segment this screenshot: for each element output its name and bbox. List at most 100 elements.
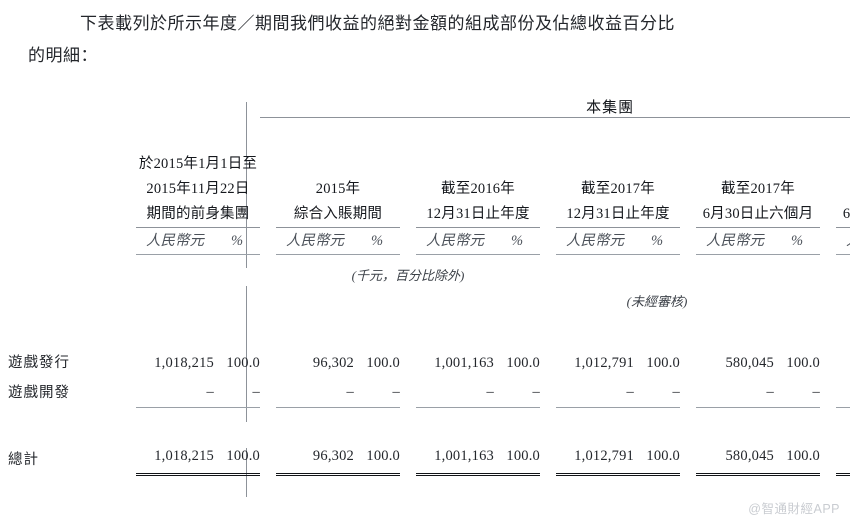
unit-amount-predecessor-2015: 人民幣元 [136,227,214,255]
unit-percent-fy2016: % [494,227,540,255]
row-label-game-publishing: 遊戲發行 [8,355,70,371]
units-note-trailing [540,263,850,289]
col-gap [540,442,556,475]
unaudited-note-trailing [774,289,850,315]
cell-total-percent: 100.0 [774,442,820,476]
col-gap [400,378,416,408]
col-gap [820,349,836,378]
col-header-fy2017: 截至2017年 12月31日止年度 [556,152,680,228]
col-header-line: 2015年11月22日 [146,181,250,197]
spacer-cell [8,255,850,264]
cell-total-amount: 1,001,163 [416,442,494,476]
spacer-cell [8,408,850,443]
unaudited-note-spacer [8,289,540,315]
cell-amount: 48,916 [836,378,850,408]
cell-percent: – [354,378,400,408]
cell-amount: 1,012,791 [574,355,634,371]
group-header-rule [260,117,850,118]
unit-percent-predecessor-2015: % [214,227,260,255]
cell-total-percent: 100.0 [354,442,400,476]
cell-percent: 100.0 [646,355,680,371]
table-row: 遊戲發行 1,018,215 100.0 96,302 100.0 1,001,… [8,349,850,378]
unaudited-note: (未經審核) [626,294,688,309]
units-note-spacer [8,263,276,289]
revenue-breakdown-table: 本集團 於2015年1月1日至 2015年11月22日 期間的前身集團 2015… [8,96,850,476]
column-titles-row: 於2015年1月1日至 2015年11月22日 期間的前身集團 2015年 綜合… [8,152,850,228]
cell-total-amount: 580,045 [696,442,774,476]
spacer-after-units [8,255,850,264]
col-header-line: 截至2017年 [721,181,795,197]
col-gap [260,152,276,228]
group-header-title: 本集團 [586,100,635,116]
table-row-total: 總計 1,018,215 100.0 96,302 100.0 1,001,16… [8,442,850,476]
intro-line-2: 的明細： [28,46,98,65]
group-header-row: 本集團 [8,96,850,117]
col-gap [680,378,696,408]
row-label-total: 總計 [8,451,39,468]
col-gap [400,228,416,255]
units-note: (千元，百分比除外) [351,268,465,283]
unit-percent-h1-2017: % [774,227,820,255]
cell-amount: 580,045 [725,355,774,371]
col-gap [680,228,696,255]
unit-row: 人民幣元 % 人民幣元 % 人民幣元 % 人民幣元 % 人民幣元 % 人民幣元 … [8,227,850,255]
unit-percent-consolidated-2015: % [354,227,400,255]
spacer-before-data [8,315,850,349]
col-gap [540,378,556,408]
header-spacer-cell [8,118,850,152]
cell-percent: 100.0 [366,355,400,371]
col-gap [260,378,276,408]
col-gap [680,152,696,228]
intro-paragraph: 下表載列於所示年度／期間我們收益的絕對金額的組成部份及佔總收益百分比 的明細： [28,8,828,72]
cell-amount: – [416,378,494,408]
cell-percent: 100.0 [226,355,260,371]
col-gap [820,442,836,475]
group-header-rule-row [8,117,850,118]
financial-table-area: 本集團 於2015年1月1日至 2015年11月22日 期間的前身集團 2015… [0,96,850,523]
col-header-line: 6月30日止六個月 [842,206,850,222]
col-header-line: 期間的前身集團 [146,206,250,222]
col-header-line: 截至2016年 [441,181,515,197]
col-header-fy2016: 截至2016年 12月31日止年度 [416,152,540,228]
cell-total-percent: 100.0 [634,442,680,476]
cell-total-amount: 1,012,791 [556,442,634,476]
unit-percent-fy2017: % [634,227,680,255]
col-header-line: 12月31日止年度 [566,206,670,222]
col-header-line: 於2015年1月1日至 [138,156,258,172]
col-gap [680,442,696,475]
cell-percent: – [774,378,820,408]
cell-percent: 100.0 [506,355,540,371]
unit-row-label [8,228,136,255]
cell-amount: – [696,378,774,408]
cell-amount: – [556,378,634,408]
col-header-line: 6月30日止六個月 [702,206,814,222]
cell-percent: – [494,378,540,408]
spacer-before-total [8,408,850,443]
col-gap [540,152,556,228]
row-label-game-development: 遊戲開發 [8,384,70,401]
unit-amount-fy2017: 人民幣元 [556,227,634,255]
col-header-line: 截至2017年 [581,181,655,197]
cell-amount: 1,018,215 [154,355,214,371]
unit-amount-h1-2017: 人民幣元 [696,227,774,255]
col-header-line: 12月31日止年度 [426,206,530,222]
unit-amount-consolidated-2015: 人民幣元 [276,227,354,255]
unit-amount-h1-2018: 人民幣元 [836,227,850,255]
cell-amount: 623,592 [836,349,850,378]
col-gap [540,349,556,378]
col-gap [400,152,416,228]
col-gap [680,349,696,378]
row-label-header [8,152,136,228]
cell-total-amount: 96,302 [276,442,354,476]
col-header-h1-2017: 截至2017年 6月30日止六個月 [696,152,820,228]
col-gap [260,442,276,475]
cell-percent: – [634,378,680,408]
spacer-cell [8,315,850,349]
cell-total-amount: 1,018,215 [136,442,214,476]
cell-percent: 100.0 [786,355,820,371]
group-header-spacer [8,96,260,117]
col-gap [400,442,416,475]
col-header-predecessor-2015: 於2015年1月1日至 2015年11月22日 期間的前身集團 [136,152,260,228]
col-header-line: 截至2018年 [836,177,850,202]
cell-amount: 96,302 [312,355,354,371]
